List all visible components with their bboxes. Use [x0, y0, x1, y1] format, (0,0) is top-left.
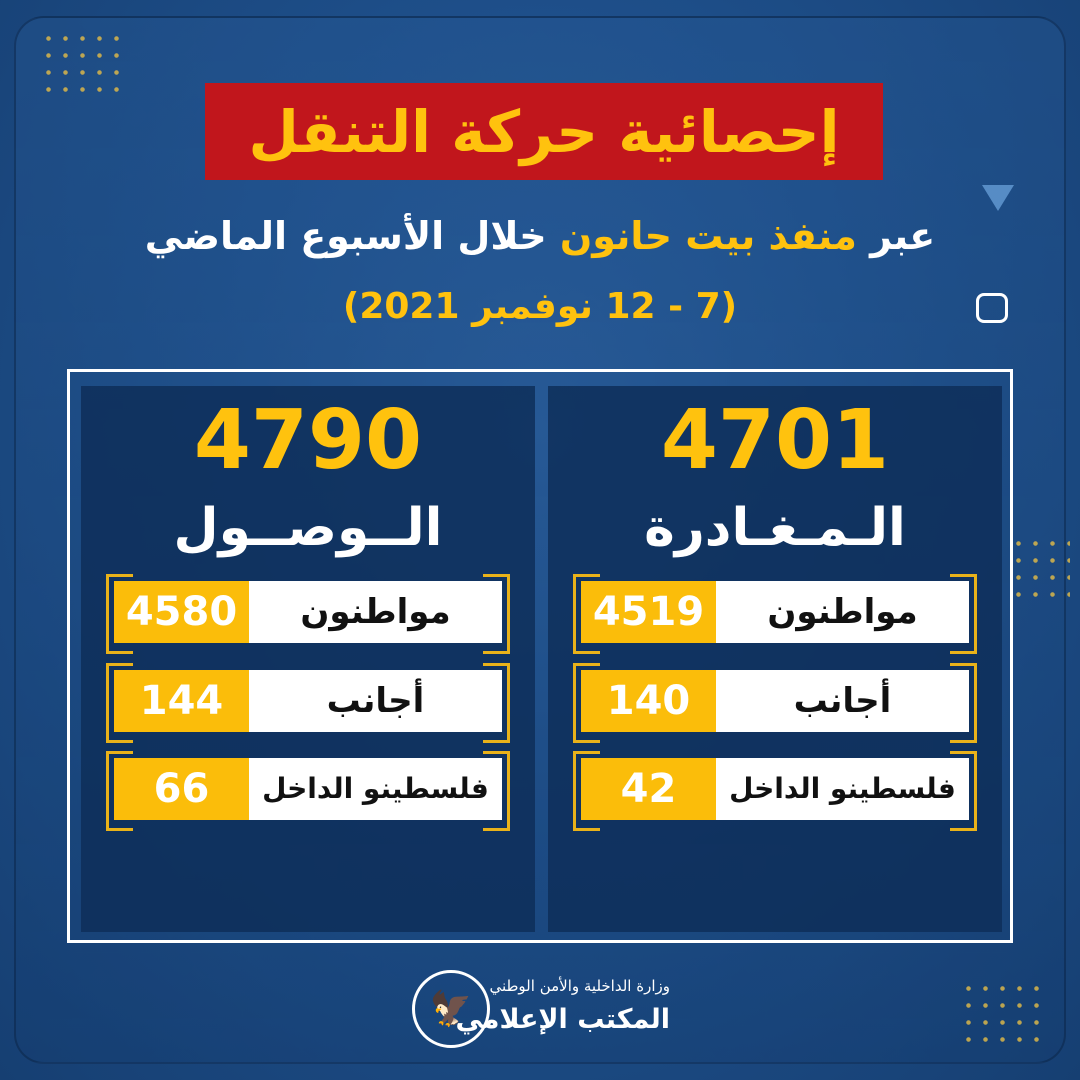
subtitle-prefix: عبر: [870, 214, 936, 258]
subtitle-suffix: خلال الأسبوع الماضي: [144, 214, 547, 258]
departure-label: الـمـغـادرة: [644, 498, 906, 558]
departure-total: 4701: [660, 393, 890, 488]
page-title: إحصائية حركة التنقل: [248, 97, 840, 166]
row-label: مواطنون: [716, 581, 969, 643]
office-name: المكتب الإعلامي: [455, 1004, 670, 1035]
departure-row-citizens: 4519 مواطنون: [573, 574, 977, 654]
row-value: 144: [114, 670, 249, 732]
row-label: فلسطينو الداخل: [249, 758, 502, 820]
arrival-row-citizens: 4580 مواطنون: [106, 574, 510, 654]
subtitle: عبر منفذ بيت حانون خلال الأسبوع الماضي: [0, 212, 1080, 260]
row-value: 4519: [581, 581, 716, 643]
row-label: أجانب: [716, 670, 969, 732]
departure-row-foreigners: 140 أجانب: [573, 663, 977, 743]
ministry-name: وزارة الداخلية والأمن الوطني: [489, 977, 670, 995]
triangle-icon: [982, 185, 1014, 211]
eagle-emblem-icon: 🦅: [412, 970, 490, 1048]
arrival-total: 4790: [193, 393, 423, 488]
row-label: فلسطينو الداخل: [716, 758, 969, 820]
dot-pattern: [960, 980, 1044, 1050]
row-value: 4580: [114, 581, 249, 643]
title-banner: إحصائية حركة التنقل: [205, 83, 883, 180]
departure-row-palestinians-interior: 42 فلسطينو الداخل: [573, 751, 977, 831]
dot-pattern: [1010, 535, 1070, 605]
dot-pattern: [40, 30, 124, 100]
arrival-row-palestinians-interior: 66 فلسطينو الداخل: [106, 751, 510, 831]
arrival-row-foreigners: 144 أجانب: [106, 663, 510, 743]
row-value: 140: [581, 670, 716, 732]
date-range: (7 - 12 نوفمبر 2021): [342, 286, 738, 327]
arrival-panel: 4790 الــوصــول 4580 مواطنون 144 أجانب 6…: [81, 386, 535, 932]
rounded-square-icon: [976, 293, 1008, 323]
row-label: مواطنون: [249, 581, 502, 643]
departure-panel: 4701 الـمـغـادرة 4519 مواطنون 140 أجانب …: [548, 386, 1002, 932]
row-value: 42: [581, 758, 716, 820]
row-value: 66: [114, 758, 249, 820]
row-label: أجانب: [249, 670, 502, 732]
subtitle-highlight: منفذ بيت حانون: [559, 214, 857, 258]
stats-box: 4701 الـمـغـادرة 4519 مواطنون 140 أجانب …: [67, 369, 1013, 943]
arrival-label: الــوصــول: [173, 498, 443, 558]
